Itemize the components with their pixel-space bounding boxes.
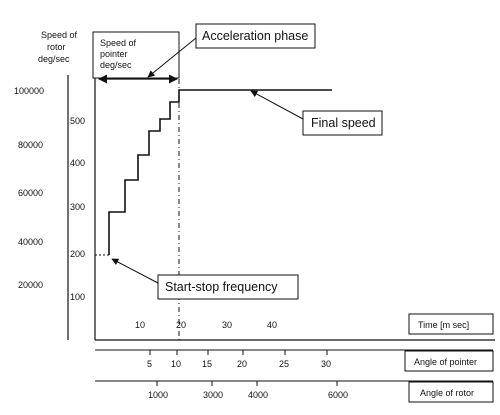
start-stop-callout-arrow [111, 258, 159, 284]
pointer-angle-ticks [149, 350, 328, 355]
pointer-tick-label: 500 [70, 116, 85, 126]
acceleration-callout-label: Acceleration phase [202, 29, 308, 43]
rotor-tick-label: 60000 [18, 188, 43, 198]
pointer-angle-title: Angle of pointer [414, 357, 477, 367]
rotor-tick-label: 100000 [14, 86, 44, 96]
rotor-angle-title: Angle of rotor [420, 388, 474, 398]
pointer-angle-tick-label: 10 [171, 359, 181, 369]
time-tick-label: 40 [267, 320, 277, 330]
speed-profile-curve [108, 89, 332, 255]
rotor-axis-title: Speed of rotor deg/sec [38, 30, 80, 64]
time-axis-title-box [408, 313, 494, 335]
rotor-angle-title-box [408, 381, 494, 403]
start-stop-callout-box [157, 274, 299, 300]
rotor-angle-tick-label: 3000 [203, 390, 223, 400]
rotor-angle-tick-label: 1000 [148, 390, 168, 400]
final-speed-callout-arrow [250, 90, 304, 120]
start-stop-callout-label: Start-stop frequency [165, 280, 278, 294]
acceleration-callout-arrow [147, 37, 197, 78]
rotor-tick-label: 80000 [18, 140, 43, 150]
pointer-axis-title: Speed of pointer deg/sec [100, 38, 139, 70]
time-tick-label: 10 [135, 320, 145, 330]
pointer-angle-tick-label: 20 [237, 359, 247, 369]
pointer-angle-tick-label: 30 [321, 359, 331, 369]
pointer-angle-tick-label: 15 [202, 359, 212, 369]
rotor-angle-tick-label: 4000 [248, 390, 268, 400]
pointer-tick-label: 200 [70, 249, 85, 259]
rotor-angle-ticks [156, 381, 338, 386]
pointer-tick-label: 300 [70, 202, 85, 212]
time-axis-title: Time [m sec] [418, 320, 469, 330]
final-speed-callout-label: Final speed [311, 116, 376, 130]
final-speed-callout-box [302, 110, 383, 136]
acceleration-callout-box [195, 23, 316, 49]
pointer-angle-title-box [404, 350, 494, 372]
pointer-tick-label: 100 [70, 292, 85, 302]
time-tick-label: 20 [176, 320, 186, 330]
pointer-angle-tick-label: 5 [147, 359, 152, 369]
rotor-tick-label: 40000 [18, 237, 43, 247]
pointer-angle-tick-label: 25 [279, 359, 289, 369]
rotor-tick-label: 20000 [18, 280, 43, 290]
pointer-tick-label: 400 [70, 158, 85, 168]
rotor-angle-tick-label: 6000 [328, 390, 348, 400]
time-tick-label: 30 [222, 320, 232, 330]
